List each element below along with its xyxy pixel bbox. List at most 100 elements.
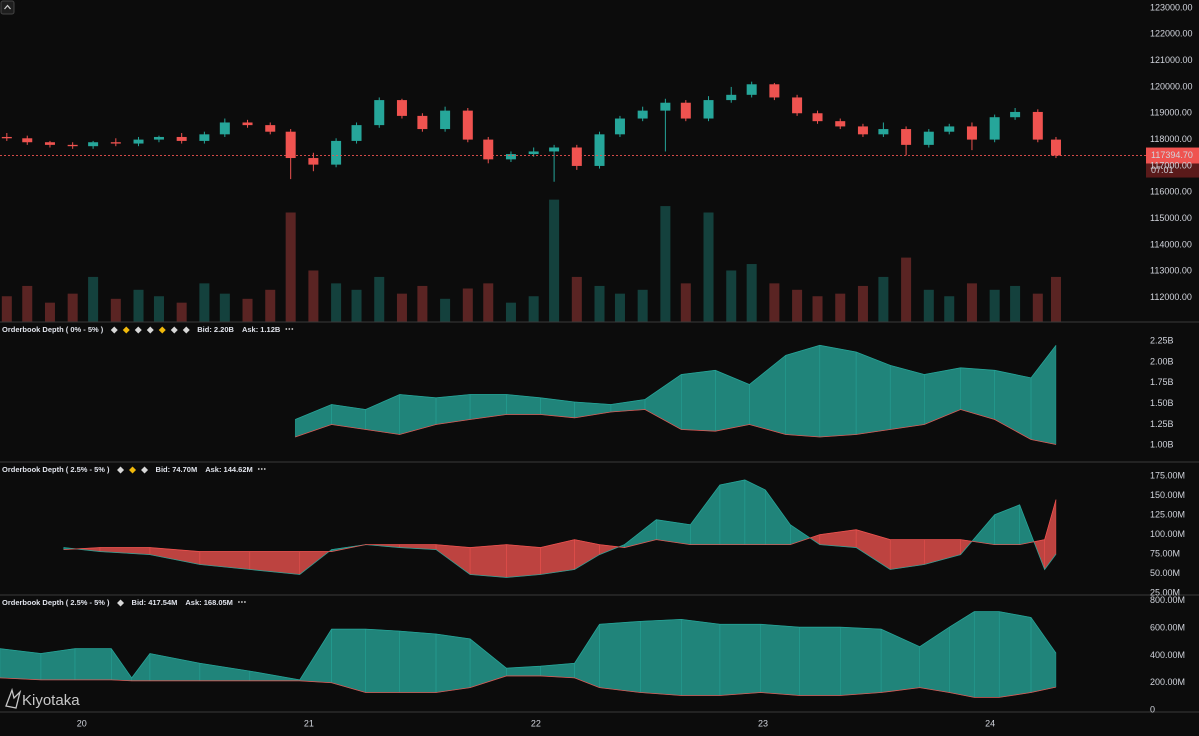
depth-line [295, 344, 1057, 420]
candle-body [133, 139, 144, 144]
volume-bar [22, 285, 33, 322]
more-dots [257, 468, 260, 470]
candle-body [614, 118, 625, 135]
volume-bar [265, 289, 276, 322]
panel-header: Orderbook Depth ( 2.5% - 5% ) Bid: 417.54… [2, 598, 246, 607]
volume-bar [219, 293, 230, 322]
depth-fill [435, 633, 471, 693]
more-dots [285, 328, 288, 330]
depth-line [295, 409, 1057, 445]
candle-body [440, 110, 451, 130]
button-frame[interactable] [0, 0, 15, 15]
exchange-icon [170, 326, 178, 334]
y-tick-label: 1.50B [1150, 398, 1174, 408]
price-tag-text: 117394.70 [1151, 150, 1193, 160]
watermark: Kiyotaka [5, 687, 80, 709]
y-tick-label: 119000.00 [1150, 108, 1192, 118]
candle-body [680, 102, 691, 119]
volume-bar [351, 289, 362, 322]
y-tick-label: 117000.00 [1150, 160, 1192, 170]
y-tick-label: 400.00M [1150, 650, 1185, 660]
x-tick-label: 24 [985, 718, 995, 728]
volume-bar [67, 293, 78, 322]
y-tick-label: 600.00M [1150, 623, 1185, 633]
exchange-icon [146, 326, 154, 334]
candle-body [812, 113, 823, 122]
depth-line [0, 611, 1057, 681]
countdown-text: 07:01 [1151, 165, 1174, 175]
depth-fill [819, 345, 857, 438]
candle-body [242, 122, 253, 126]
depth-fill [973, 611, 1000, 698]
volume-bar [857, 285, 868, 322]
volume-bar [483, 283, 494, 322]
depth-fill [640, 619, 682, 696]
candle-body [878, 129, 889, 135]
candle-body [308, 158, 319, 165]
exchange-icon [110, 326, 118, 334]
y-tick-label: 100.00M [1150, 529, 1185, 539]
legend-entry: Ask: 1.12B [242, 325, 281, 334]
candle-body [594, 134, 605, 166]
depth-fill [599, 621, 641, 693]
volume-bar [835, 293, 846, 322]
candle-body [528, 151, 539, 155]
volume-bar [88, 276, 99, 322]
volume-bar [594, 285, 605, 322]
volume-bar [1050, 276, 1061, 322]
y-tick-label: 1.00B [1150, 440, 1174, 450]
candle-body [769, 84, 780, 98]
depth-fill [839, 626, 882, 696]
y-tick-label: 125.00M [1150, 509, 1185, 519]
volume-bar [153, 296, 164, 322]
more-dots [241, 601, 243, 603]
candle-body [923, 131, 934, 145]
volume-bar [1032, 293, 1043, 322]
candle-body [374, 100, 385, 126]
volume-bar [176, 302, 187, 322]
legend-entry: Ask: 168.05M [185, 598, 233, 607]
y-tick-label: 1.75B [1150, 377, 1174, 387]
y-tick-label: 1.25B [1150, 419, 1174, 429]
panel-header: Orderbook Depth ( 0% - 5% ) Bid: 2.20B Ask… [2, 325, 294, 334]
candle-body [110, 142, 121, 144]
chevron-icon[interactable] [4, 4, 11, 10]
candle-body [966, 126, 977, 140]
volume-bar [199, 283, 210, 322]
volume-bar [285, 212, 296, 322]
y-tick-label: 120000.00 [1150, 81, 1193, 91]
volume-bar [505, 302, 516, 322]
more-dots [260, 468, 263, 470]
volume-bar [549, 199, 560, 322]
volume-bar [792, 289, 803, 322]
candle-body [176, 136, 187, 141]
candle-body [989, 117, 1000, 140]
candle-body [505, 154, 516, 160]
y-tick-label: 2.00B [1150, 356, 1174, 366]
candle-body [417, 115, 428, 130]
depth-fill [998, 611, 1032, 698]
x-tick-label: 23 [758, 718, 768, 728]
volume-bar [110, 298, 121, 322]
y-tick-label: 114000.00 [1150, 239, 1192, 249]
collapse-button[interactable] [0, 0, 15, 15]
candle-body [396, 100, 407, 116]
volume-bar [989, 289, 1000, 322]
depth-fill [681, 370, 716, 432]
exchange-icon [117, 466, 125, 474]
y-tick-label: 200.00M [1150, 677, 1185, 687]
exchange-icon [117, 599, 125, 607]
candle-body [351, 125, 362, 141]
candle-body [88, 142, 99, 147]
volume-bar [660, 206, 671, 322]
candle-body [483, 139, 494, 160]
depth-fill [365, 628, 400, 693]
depth-line [63, 479, 1057, 578]
exchange-icon [122, 326, 130, 334]
volume-bar [901, 257, 912, 322]
volume-bar [528, 296, 539, 322]
candle-body [835, 121, 846, 127]
legend-entry: Bid: 74.70M [156, 465, 198, 474]
y-tick-label: 0 [1150, 704, 1155, 714]
